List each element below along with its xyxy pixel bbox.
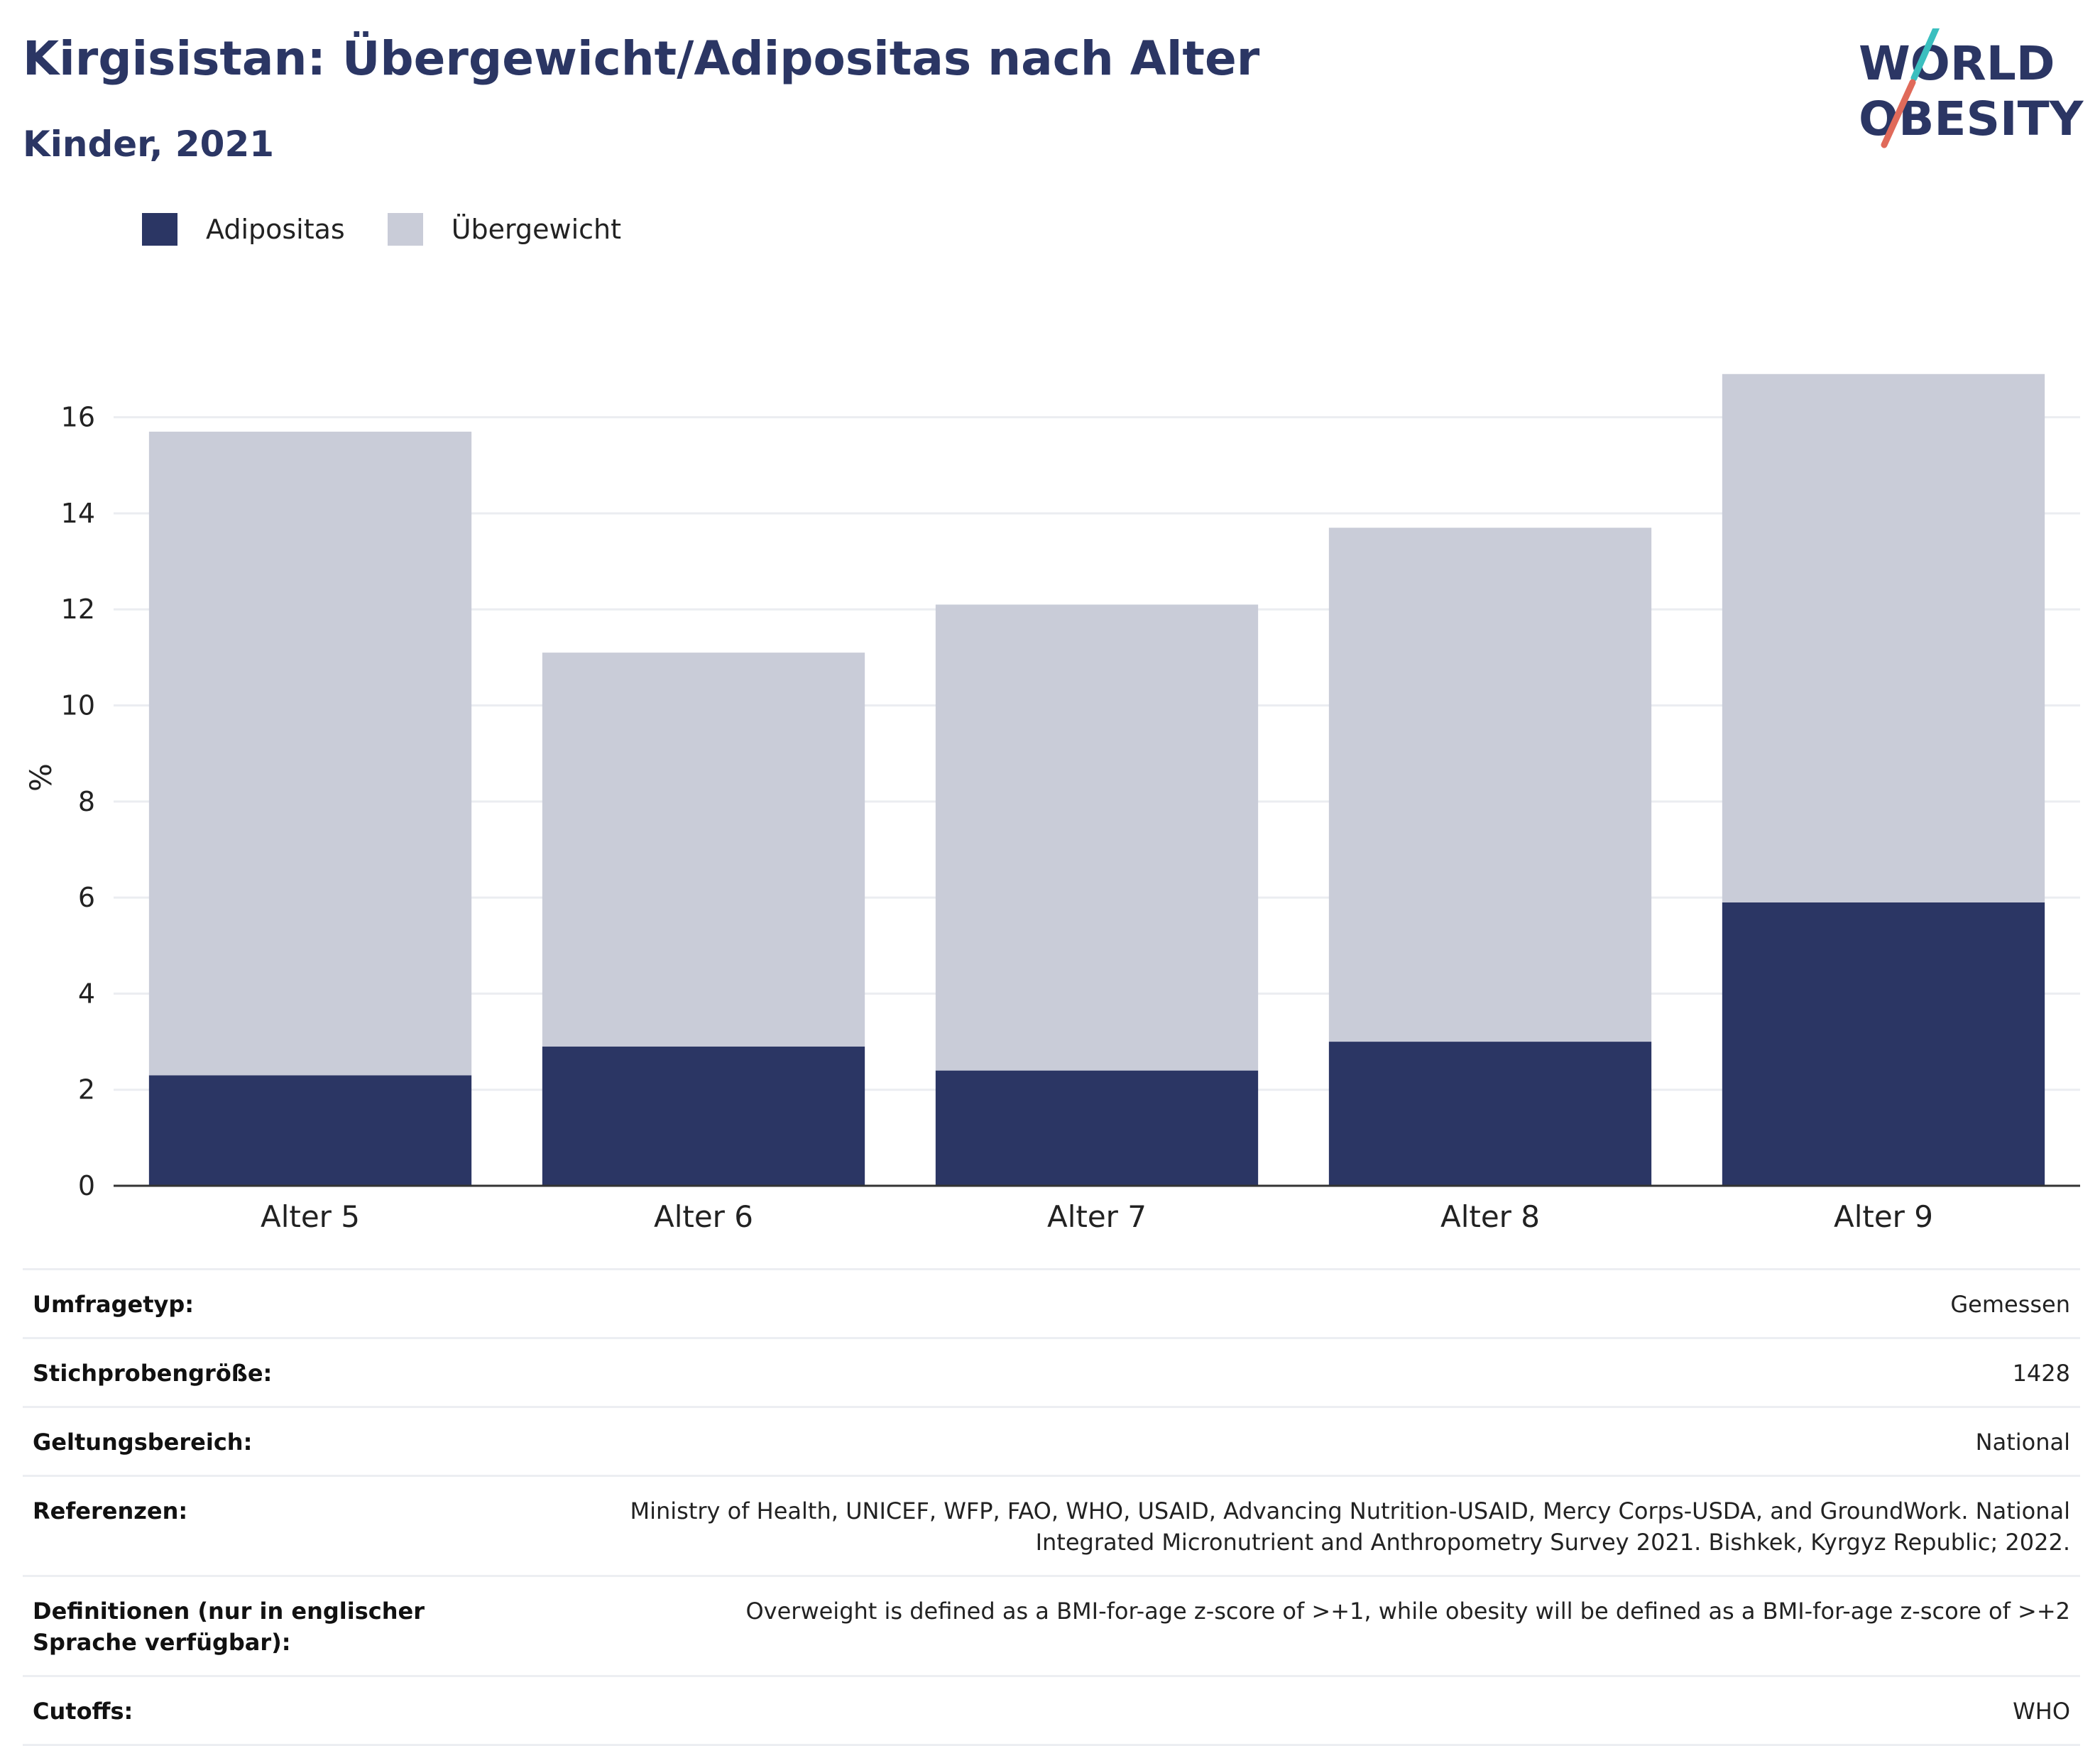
info-value: 1428 (2012, 1360, 2070, 1387)
y-tick-label: 0 (78, 1170, 95, 1201)
survey-info-table: Umfragetyp: Gemessen Stichprobengröße: 1… (23, 1268, 2080, 1746)
y-tick-label: 12 (61, 594, 95, 625)
bar-adipositas (935, 1070, 1259, 1186)
page-subtitle: Kinder, 2021 (23, 124, 275, 165)
logo-text-world: WORLD (1859, 36, 2055, 91)
y-tick-label: 10 (61, 690, 95, 721)
info-row: Cutoffs: WHO (23, 1675, 2080, 1746)
legend-swatch-adipositas (142, 213, 177, 246)
info-label: Stichprobengröße: (33, 1360, 273, 1387)
bar-adipositas (148, 1075, 472, 1186)
info-label: Referenzen: (33, 1497, 188, 1524)
info-value: WHO (2013, 1698, 2070, 1725)
logo-text-obesity: OBESITY (1859, 92, 2084, 146)
info-row: Umfragetyp: Gemessen (23, 1268, 2080, 1337)
y-tick-label: 8 (78, 786, 95, 817)
info-value: Ministry of Health, UNICEF, WFP, FAO, WH… (630, 1497, 2070, 1556)
chart-legend: Adipositas Übergewicht (142, 213, 664, 246)
x-tick-label: Alter 9 (1834, 1199, 1933, 1234)
bar-uebergewicht (1328, 528, 1652, 1042)
y-axis-label: % (23, 763, 58, 792)
x-tick-label: Alter 8 (1440, 1199, 1540, 1234)
info-row: Geltungsbereich: National (23, 1406, 2080, 1475)
legend-label-uebergewicht: Übergewicht (451, 214, 621, 245)
bar-adipositas (1722, 902, 2045, 1186)
info-row: Stichprobengröße: 1428 (23, 1337, 2080, 1406)
legend-swatch-uebergewicht (387, 213, 423, 246)
y-tick-label: 16 (61, 402, 95, 433)
bar-adipositas (542, 1046, 865, 1186)
info-label: Definitionen (nur in englischer Sprache … (33, 1598, 425, 1656)
x-tick-label: Alter 7 (1047, 1199, 1147, 1234)
bar-uebergewicht (542, 653, 865, 1047)
info-value: Gemessen (1950, 1291, 2070, 1318)
info-label: Geltungsbereich: (33, 1429, 253, 1456)
logo-slash-coral (1881, 79, 1916, 148)
info-value: Overweight is defined as a BMI-for-age z… (745, 1598, 2070, 1625)
bar-uebergewicht (935, 604, 1259, 1071)
info-row: Referenzen: Ministry of Health, UNICEF, … (23, 1475, 2080, 1575)
info-label: Cutoffs: (33, 1698, 133, 1725)
legend-label-adipositas: Adipositas (206, 214, 345, 245)
y-tick-label: 6 (78, 882, 95, 913)
page-title: Kirgisistan: Übergewicht/Adipositas nach… (23, 31, 1260, 86)
x-tick-label: Alter 6 (654, 1199, 753, 1234)
info-row: Definitionen (nur in englischer Sprache … (23, 1575, 2080, 1675)
legend-item-adipositas[interactable]: Adipositas (142, 213, 345, 246)
world-obesity-logo: WORLD OBESITY (1859, 28, 2084, 148)
bar-uebergewicht (148, 431, 472, 1076)
legend-item-uebergewicht[interactable]: Übergewicht (387, 213, 621, 246)
y-tick-label: 4 (78, 978, 95, 1009)
bar-uebergewicht (1722, 373, 2045, 902)
bar-adipositas (1328, 1042, 1652, 1186)
stacked-bar-chart: 0 2 4 6 8 10 12 14 16% Alter 5 Alter 6 Alter 7 Alter… (23, 373, 2080, 1234)
info-label: Umfragetyp: (33, 1291, 195, 1318)
x-tick-label: Alter 5 (261, 1199, 360, 1234)
logo-slash-teal (1910, 28, 1940, 82)
y-tick-label: 14 (61, 498, 95, 529)
info-value: National (1975, 1429, 2070, 1456)
y-tick-label: 2 (78, 1074, 95, 1106)
